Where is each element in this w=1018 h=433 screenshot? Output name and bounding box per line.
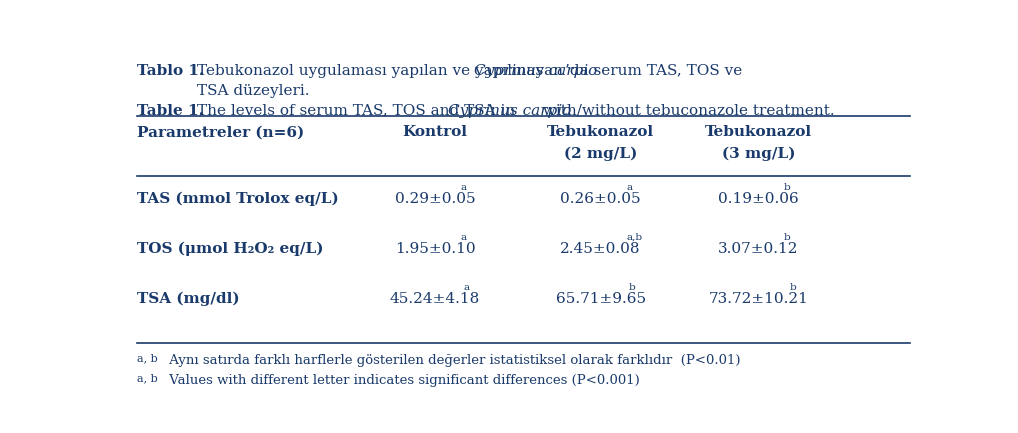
Text: Tebukonazol uygulaması yapılan ve yapılmayan: Tebukonazol uygulaması yapılan ve yapılm… bbox=[196, 64, 568, 78]
Text: TSA (mg/dl): TSA (mg/dl) bbox=[136, 292, 239, 307]
Text: Table 1.: Table 1. bbox=[136, 103, 204, 118]
Text: a, b: a, b bbox=[136, 374, 158, 384]
Text: 0.26±0.05: 0.26±0.05 bbox=[560, 192, 641, 206]
Text: 2.45±0.08: 2.45±0.08 bbox=[560, 242, 641, 256]
Text: 3.07±0.12: 3.07±0.12 bbox=[718, 242, 799, 256]
Text: 0.19±0.06: 0.19±0.06 bbox=[718, 192, 799, 206]
Text: a: a bbox=[461, 233, 467, 242]
Text: 0.29±0.05: 0.29±0.05 bbox=[395, 192, 475, 206]
Text: Kontrol: Kontrol bbox=[402, 125, 467, 139]
Text: b: b bbox=[784, 183, 791, 192]
Text: 73.72±10.21: 73.72±10.21 bbox=[709, 292, 808, 306]
Text: a, b: a, b bbox=[136, 354, 158, 364]
Text: ’da serum TAS, TOS ve: ’da serum TAS, TOS ve bbox=[565, 64, 742, 78]
Text: b: b bbox=[629, 283, 636, 292]
Text: Tebukonazol: Tebukonazol bbox=[704, 125, 812, 139]
Text: 1.95±0.10: 1.95±0.10 bbox=[395, 242, 475, 256]
Text: Parametreler (n=6): Parametreler (n=6) bbox=[136, 125, 304, 139]
Text: b: b bbox=[784, 233, 791, 242]
Text: (3 mg/L): (3 mg/L) bbox=[722, 147, 795, 162]
Text: TAS (mmol Trolox eq/L): TAS (mmol Trolox eq/L) bbox=[136, 192, 338, 207]
Text: Aynı satırda farklı harflerle gösterilen değerler istatistiksel olarak farklıdır: Aynı satırda farklı harflerle gösterilen… bbox=[165, 354, 741, 367]
Text: b: b bbox=[790, 283, 796, 292]
Text: a,b: a,b bbox=[626, 233, 642, 242]
Text: TSA düzeyleri.: TSA düzeyleri. bbox=[196, 84, 309, 97]
Text: 65.71±9.65: 65.71±9.65 bbox=[556, 292, 645, 306]
Text: a: a bbox=[463, 283, 469, 292]
Text: Cyprinus carpio: Cyprinus carpio bbox=[474, 64, 598, 78]
Text: Cyprinus carpio: Cyprinus carpio bbox=[448, 103, 571, 118]
Text: with/without tebuconazole treatment.: with/without tebuconazole treatment. bbox=[539, 103, 835, 118]
Text: Values with different letter indicates significant differences (P<0.001): Values with different letter indicates s… bbox=[165, 374, 640, 387]
Text: a: a bbox=[461, 183, 467, 192]
Text: a: a bbox=[626, 183, 632, 192]
Text: 45.24±4.18: 45.24±4.18 bbox=[390, 292, 480, 306]
Text: (2 mg/L): (2 mg/L) bbox=[564, 147, 637, 162]
Text: TOS (μmol H₂O₂ eq/L): TOS (μmol H₂O₂ eq/L) bbox=[136, 242, 324, 256]
Text: Tebukonazol: Tebukonazol bbox=[547, 125, 655, 139]
Text: The levels of serum TAS, TOS and TSA in: The levels of serum TAS, TOS and TSA in bbox=[196, 103, 520, 118]
Text: Tablo 1.: Tablo 1. bbox=[136, 64, 204, 78]
